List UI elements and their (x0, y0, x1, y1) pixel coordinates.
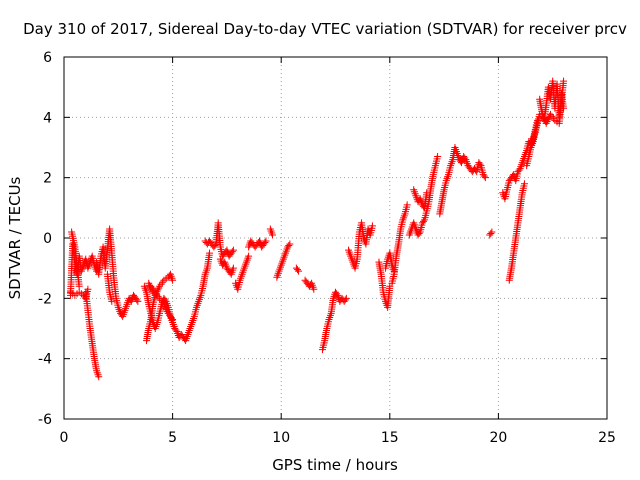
x-tick-label: 20 (489, 430, 507, 446)
data-point (415, 229, 423, 237)
data-point (228, 248, 236, 256)
data-point (481, 174, 489, 182)
data-point (488, 228, 496, 236)
data-point (155, 284, 163, 292)
y-tick-label: 2 (43, 171, 52, 187)
data-point (423, 189, 431, 197)
data-point (544, 116, 552, 124)
data-point (560, 77, 568, 85)
chart-title: Day 310 of 2017, Sidereal Day-to-day VTE… (23, 20, 627, 38)
data-point (520, 180, 528, 188)
x-tick-label: 10 (272, 430, 290, 446)
data-point (133, 296, 141, 304)
data-point (476, 160, 484, 168)
x-tick-label: 25 (598, 430, 616, 446)
x-axis-label: GPS time / hours (272, 456, 398, 474)
y-axis-label: SDTVAR / TECUs (6, 176, 24, 299)
data-point (206, 249, 214, 257)
data-point (434, 153, 442, 161)
data-point (169, 315, 177, 323)
data-point (160, 300, 168, 308)
data-point (162, 304, 170, 312)
data-point (286, 240, 294, 248)
x-tick-label: 0 (60, 430, 69, 446)
data-point (95, 373, 103, 381)
data-point (342, 294, 350, 302)
data-point (542, 119, 550, 127)
y-tick-label: 4 (43, 110, 52, 126)
data-point (262, 237, 270, 245)
data-point (229, 246, 237, 254)
data-point (261, 239, 269, 247)
data-point (245, 252, 253, 260)
y-tick-label: -4 (38, 352, 52, 368)
data-point (163, 306, 171, 314)
data-point (419, 217, 427, 225)
data-point (75, 282, 83, 290)
data-point (543, 118, 551, 126)
data-point (487, 229, 495, 237)
data-point (533, 116, 541, 124)
y-tick-label: 6 (43, 50, 52, 66)
data-point (211, 242, 219, 250)
data-point (134, 297, 142, 305)
data-point (161, 302, 169, 310)
axis-ticks: 0 5 10 15 20 25 -6 -4 -2 0 2 4 6 (38, 50, 616, 446)
data-point (172, 326, 180, 334)
data-point (295, 267, 303, 275)
data-point (390, 267, 398, 275)
data-point (403, 201, 411, 209)
y-tick-label: 0 (43, 231, 52, 247)
data-point (480, 172, 488, 180)
data-point (293, 266, 301, 274)
x-tick-label: 5 (168, 430, 177, 446)
y-tick-label: -6 (38, 412, 52, 428)
x-tick-label: 15 (381, 430, 399, 446)
data-point (108, 297, 116, 305)
data-point (341, 296, 349, 304)
grid-lines (64, 57, 607, 419)
data-point (515, 166, 523, 174)
data-point (368, 222, 376, 230)
y-tick-label: -2 (38, 291, 52, 307)
data-point (163, 308, 171, 316)
data-point (310, 285, 318, 293)
data-point (269, 231, 277, 239)
data-point (229, 264, 237, 272)
data-points (67, 77, 568, 381)
data-point (461, 154, 469, 162)
data-point (333, 290, 341, 298)
data-point (285, 242, 293, 250)
plot-frame (63, 56, 608, 420)
data-point (169, 276, 177, 284)
